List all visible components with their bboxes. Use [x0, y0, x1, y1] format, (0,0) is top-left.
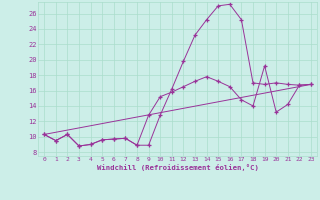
- X-axis label: Windchill (Refroidissement éolien,°C): Windchill (Refroidissement éolien,°C): [97, 164, 259, 171]
